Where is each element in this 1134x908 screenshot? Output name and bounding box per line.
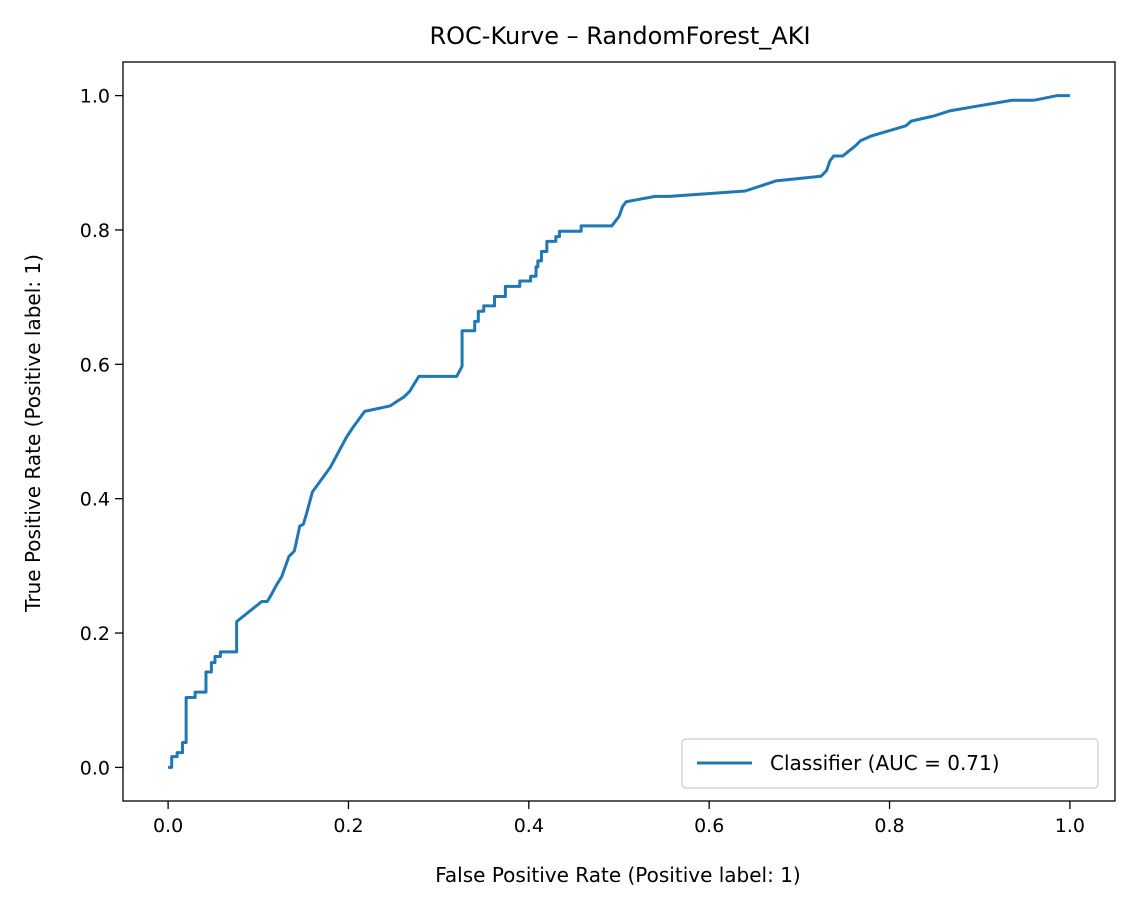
y-tick-label: 0.0 xyxy=(80,757,110,779)
x-tick-label: 0.4 xyxy=(514,815,544,837)
y-tick-label: 0.6 xyxy=(80,354,110,376)
axis-ticks: 0.0 0.2 0.4 0.6 0.8 1.0 0.0 0.2 0.4 0.6 0.8 1.0 xyxy=(80,86,1085,837)
x-tick-label: 0.0 xyxy=(153,815,183,837)
series-layer xyxy=(168,94,1070,769)
legend: Classifier (AUC = 0.71) xyxy=(681,738,1099,789)
y-tick-label: 1.0 xyxy=(80,86,110,108)
x-tick-label: 0.8 xyxy=(874,815,904,837)
x-tick-label: 0.2 xyxy=(333,815,363,837)
y-axis-label: True Positive Rate (Positive label: 1) xyxy=(21,254,45,613)
x-tick-label: 0.6 xyxy=(694,815,724,837)
y-tick-label: 0.4 xyxy=(80,489,110,511)
y-tick-label: 0.2 xyxy=(80,623,110,645)
legend-box xyxy=(681,738,1099,789)
roc-curve-line xyxy=(168,94,1070,769)
plot-frame xyxy=(122,61,1116,802)
x-tick-label: 1.0 xyxy=(1055,815,1085,837)
legend-label: Classifier (AUC = 0.71) xyxy=(770,751,1000,775)
chart-title: ROC-Kurve – RandomForest_AKI xyxy=(429,22,810,50)
y-tick-label: 0.8 xyxy=(80,220,110,242)
x-axis-label: False Positive Rate (Positive label: 1) xyxy=(435,863,801,887)
